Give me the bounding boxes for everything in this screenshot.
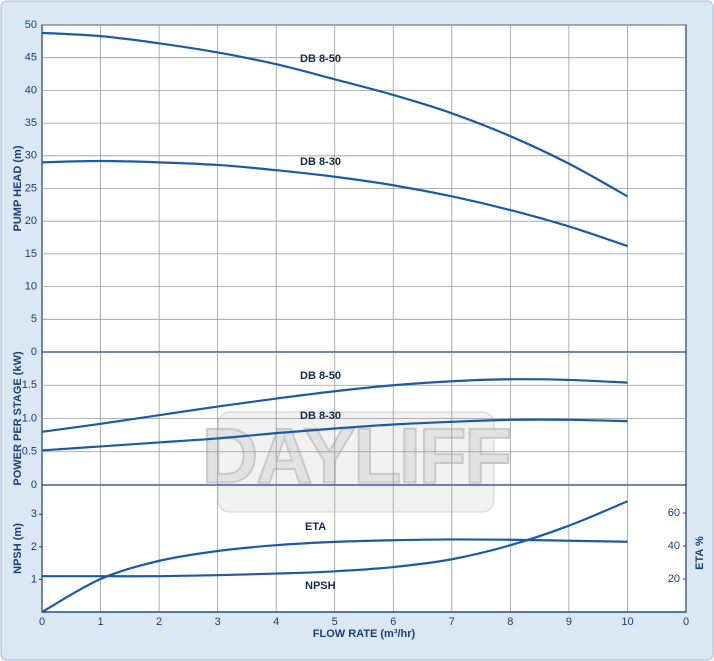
y-axis-label: POWER PER STAGE (kW) [12, 351, 24, 486]
x-tick-label: 4 [273, 616, 279, 628]
y2-tick-label: 40 [668, 540, 680, 552]
annotation: DB 8-30 [300, 410, 341, 422]
annotation: DB 8-30 [300, 156, 341, 168]
y-tick-label: 0 [31, 479, 37, 491]
y-axis-label: NPSH (m) [12, 523, 24, 574]
x-tick-label: 1 [97, 616, 103, 628]
annotation: DB 8-50 [300, 370, 341, 382]
series-line [42, 500, 628, 578]
series-line [41, 159, 628, 248]
y2-tick-label: 60 [668, 507, 680, 519]
x-tick-label: 0 [39, 616, 45, 628]
x-tick-label: 9 [566, 616, 572, 628]
x-tick-label: 5 [332, 616, 338, 628]
x-tick-label: 6 [390, 616, 396, 628]
y-tick-label: 40 [25, 84, 37, 96]
series-line [41, 378, 628, 433]
x-tick-label: 0 [683, 616, 689, 628]
y-tick-label: 1.0 [22, 412, 37, 424]
x-tick-label: 10 [621, 616, 633, 628]
y2-axis-label: ETA % [694, 536, 706, 570]
annotation: ETA [305, 521, 326, 533]
y-tick-label: 0 [31, 346, 37, 358]
y-tick-label: 5 [31, 313, 37, 325]
y-tick-label: 10 [25, 281, 37, 293]
y-tick-label: 30 [25, 150, 37, 162]
y-tick-label: 1 [31, 573, 37, 585]
y2-tick-label: 20 [668, 573, 680, 585]
y-tick-label: 20 [25, 215, 37, 227]
watermark: DAYLIFF [202, 412, 510, 500]
y-tick-label: 50 [25, 19, 37, 31]
annotation: NPSH [305, 580, 336, 592]
x-tick-label: 2 [156, 616, 162, 628]
y-tick-label: 0.5 [22, 446, 37, 458]
x-axis-label: FLOW RATE (m³/hr) [313, 628, 416, 640]
y-tick-label: 1.5 [22, 379, 37, 391]
y-tick-label: 35 [25, 117, 37, 129]
x-tick-label: 7 [449, 616, 455, 628]
y-tick-label: 15 [25, 248, 37, 260]
annotation: DB 8-50 [300, 53, 341, 65]
y-tick-label: 2 [31, 541, 37, 553]
plot-area [41, 24, 687, 613]
y-axis-label: PUMP HEAD (m) [12, 145, 24, 231]
series-line [41, 418, 628, 452]
y-tick-label: 25 [25, 182, 37, 194]
y-tick-label: 3 [31, 508, 37, 520]
y-tick-label: 45 [25, 52, 37, 64]
x-tick-label: 3 [215, 616, 221, 628]
x-tick-label: 8 [507, 616, 513, 628]
series-line [41, 31, 628, 198]
